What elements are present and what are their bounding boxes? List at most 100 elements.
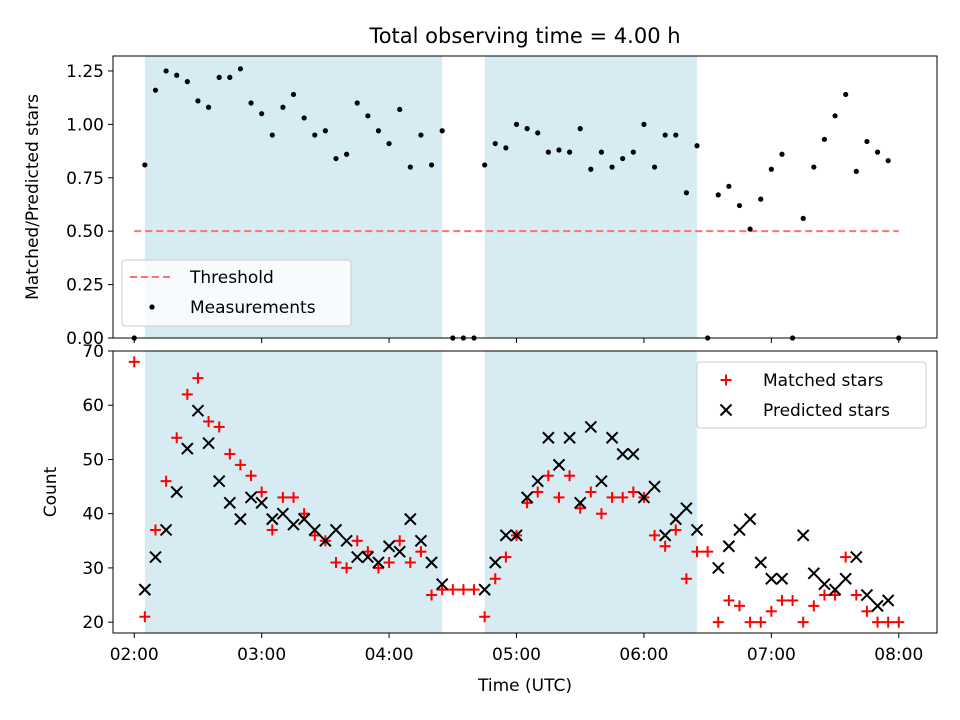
predicted-star-point [595, 474, 608, 488]
matched-star-point [723, 594, 735, 606]
predicted-star-point [319, 534, 332, 548]
x-stroke-b [319, 534, 332, 548]
measurement-point [577, 126, 583, 132]
measurement-point [386, 140, 392, 147]
measurement-point [853, 168, 859, 174]
matched-star-point [224, 448, 236, 460]
x-stroke-b [828, 583, 842, 596]
matched-star-point [680, 573, 692, 585]
predicted-star-point [478, 583, 491, 596]
predicted-star-point [202, 436, 215, 450]
x-stroke-b [595, 474, 608, 488]
x-tick-label: 05:00 [492, 645, 541, 665]
matched-star-point [404, 557, 416, 568]
x-stroke-b [839, 572, 852, 585]
matched-star-point [776, 594, 788, 606]
x-stroke-b [860, 588, 874, 602]
measurement-point [492, 140, 498, 147]
x-stroke-b [425, 556, 438, 569]
matched-star-point [797, 616, 809, 628]
x-stroke-b [191, 404, 205, 417]
x-stroke-b [712, 561, 725, 575]
y-tick-label: 0.25 [66, 276, 104, 296]
predicted-star-point [871, 599, 884, 613]
measurement-point [832, 113, 838, 119]
x-stroke-b [637, 491, 651, 504]
predicted-star-point [181, 442, 194, 455]
matched-legend-swatch [720, 374, 732, 386]
matched-star-point [362, 546, 374, 558]
x-stroke-b [138, 583, 152, 596]
x-stroke-b [499, 529, 513, 542]
measurement-point [758, 196, 764, 202]
x-stroke-b [234, 512, 247, 526]
measurement-point [152, 87, 159, 93]
x-stroke-b [658, 529, 672, 542]
matched-star-point [606, 491, 618, 503]
matched-star-point [479, 611, 491, 623]
matched-star-point [765, 605, 777, 617]
x-stroke-b [202, 436, 215, 450]
measurement-point [609, 164, 615, 170]
measurement-point [651, 164, 658, 170]
observing-window-shade [484, 56, 698, 338]
measurement-point [843, 91, 849, 98]
matched-star-point [372, 562, 384, 574]
x-stroke-b [212, 474, 226, 488]
matched-star-point [585, 486, 597, 498]
x-stroke-b [881, 594, 895, 607]
matched-star-point [733, 600, 745, 612]
matched-star-point [139, 611, 151, 623]
predicted-star-point [574, 496, 587, 510]
x-stroke-b [181, 442, 194, 455]
x-stroke-b [616, 447, 629, 461]
matched-star-point [426, 589, 438, 601]
predicted-star-point [807, 567, 821, 580]
measurement-point [524, 126, 530, 132]
matched-star-point [213, 421, 225, 433]
count-legend-box [696, 361, 927, 429]
x-stroke-b [765, 572, 778, 585]
matched-star-point [818, 589, 830, 601]
y-tick-label: 1.25 [66, 62, 104, 82]
measurement-point [269, 132, 275, 138]
x-stroke-b [372, 556, 385, 569]
measurement-point [715, 192, 721, 198]
x-stroke-b [648, 480, 661, 493]
matched-star-point [266, 524, 278, 536]
measurement-point [821, 136, 828, 142]
matched-star-point [829, 589, 841, 601]
x-stroke-b [435, 577, 449, 591]
matched-star-point [861, 605, 873, 617]
predicted-star-point [382, 540, 396, 553]
matched-star-point [595, 508, 607, 520]
predicted-star-point [287, 518, 300, 531]
x-stroke-b [743, 512, 757, 526]
predicted-star-point [690, 523, 704, 537]
predicted-star-point [276, 507, 290, 520]
matched-star-point [893, 616, 905, 628]
y-tick-label: 0.00 [66, 329, 104, 349]
x-stroke-b [329, 523, 343, 537]
predicted-star-point [627, 447, 640, 461]
matched-star-point [808, 600, 820, 612]
count-panel: 20 30 40 50 60 70 02:00 03:00 04:00 05:00 06:00 07:… [41, 342, 938, 696]
predicted-star-point [351, 550, 364, 564]
y-tick-label: 50 [82, 450, 104, 470]
matched-star-point [298, 508, 310, 520]
measurement-point [673, 132, 679, 138]
x-tick-label: 06:00 [619, 645, 668, 665]
x-stroke-b [170, 485, 183, 499]
measurement-point [535, 130, 541, 136]
predicted-star-point [191, 404, 205, 417]
matched-star-point [149, 524, 161, 536]
predicted-star-point [404, 512, 417, 526]
x-stroke-b [244, 491, 258, 504]
matched-star-point [691, 546, 703, 558]
count-y-axis-label: Count [41, 466, 61, 517]
measurement-point [556, 147, 562, 153]
x-stroke-b [361, 550, 375, 564]
matched-star-point [755, 616, 767, 628]
x-stroke-b [351, 550, 364, 564]
predicted-star-point [223, 496, 237, 510]
